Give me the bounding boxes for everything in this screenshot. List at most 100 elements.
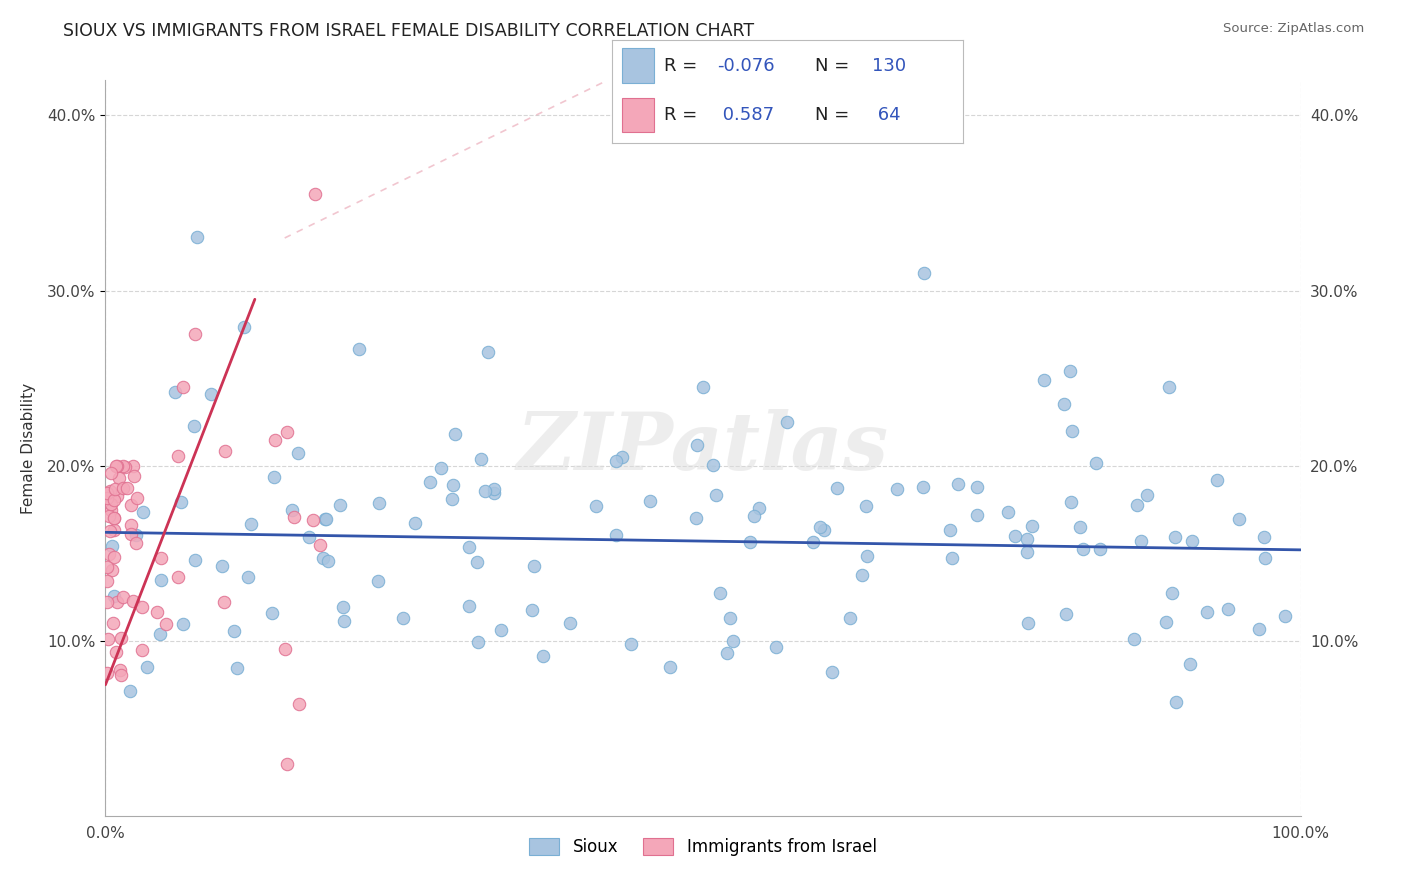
Point [443,478,465,492]
Point [103,549,125,564]
Point [131,642,153,657]
Text: SIOUX VS IMMIGRANTS FROM ISRAEL FEMALE DISABILITY CORRELATION CHART: SIOUX VS IMMIGRANTS FROM ISRAEL FEMALE D… [63,22,755,40]
Point [1253,530,1275,544]
Point [304,187,326,202]
Point [262,607,284,621]
Point [329,499,352,513]
Point [298,530,321,544]
Point [489,623,512,637]
Point [1059,364,1081,378]
Point [283,510,305,524]
Point [1136,488,1159,502]
Point [585,499,607,513]
Point [531,649,554,664]
Point [103,589,125,603]
Point [748,500,770,515]
Point [558,615,581,630]
Point [312,550,335,565]
Point [1159,380,1181,394]
Point [112,590,135,604]
Point [96,491,118,505]
Point [125,536,148,550]
Point [1060,425,1083,439]
Point [120,527,142,541]
Bar [621,97,654,132]
Point [1017,545,1039,559]
Point [104,483,127,497]
Point [98,524,121,538]
Point [912,480,935,494]
Point [1161,586,1184,600]
Point [118,684,141,698]
Point [886,483,908,497]
Point [392,610,415,624]
Point [232,319,254,334]
Point [103,510,125,524]
Point [765,640,787,655]
Point [148,627,170,641]
Point [287,445,309,459]
Point [105,595,128,609]
Point [716,646,738,660]
Point [808,519,831,533]
Point [1178,657,1201,671]
Text: -0.076: -0.076 [717,57,775,75]
Text: N =: N = [815,57,849,75]
Point [97,632,120,646]
Point [685,510,707,524]
Point [263,470,285,484]
Point [107,471,129,485]
Point [946,477,969,491]
Point [704,488,727,502]
Point [167,449,190,463]
Point [273,642,295,657]
Bar [621,48,654,83]
Point [103,511,125,525]
Point [605,454,627,468]
Point [419,475,441,489]
Point [520,603,543,617]
Point [121,458,143,473]
Point [709,586,731,600]
Point [146,605,169,619]
Point [104,458,127,473]
Point [465,556,488,570]
Point [458,541,481,555]
Text: ZIPatlas: ZIPatlas [517,409,889,487]
Point [167,570,190,584]
Point [721,633,744,648]
Point [966,508,988,522]
Point [440,492,463,507]
Point [172,617,194,632]
Point [718,611,741,625]
Legend: Sioux, Immigrants from Israel: Sioux, Immigrants from Israel [523,831,883,863]
Point [1053,397,1076,411]
Point [96,666,118,681]
Point [1071,541,1094,556]
Point [458,599,481,614]
Point [135,659,157,673]
Point [301,513,323,527]
Point [183,553,205,567]
Point [183,419,205,434]
Point [200,386,222,401]
Point [115,481,138,495]
Point [318,554,340,568]
Point [1004,529,1026,543]
Point [186,230,208,244]
Point [1229,511,1251,525]
Point [820,665,842,680]
Point [1164,530,1187,544]
Point [1123,632,1146,647]
Point [96,594,118,608]
Point [112,481,135,495]
Point [131,600,153,615]
Text: 130: 130 [872,57,905,75]
Point [825,481,848,495]
Point [803,534,825,549]
Point [100,467,122,481]
Point [120,517,142,532]
Point [482,482,505,496]
Point [484,486,506,500]
Point [100,497,122,511]
